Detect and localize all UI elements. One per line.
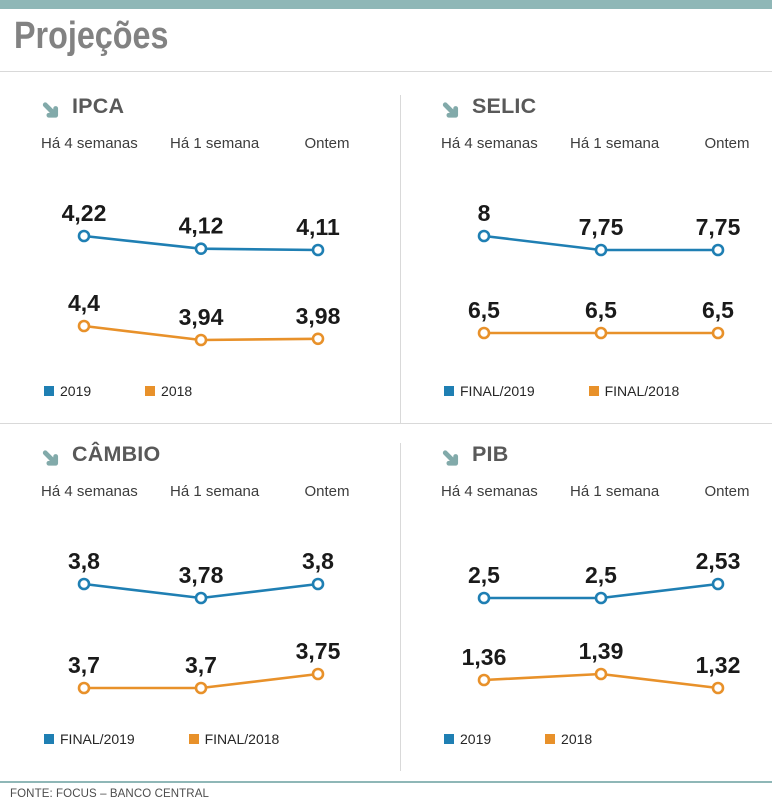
svg-text:6,5: 6,5 — [585, 297, 617, 323]
svg-text:4,22: 4,22 — [62, 200, 107, 226]
svg-text:3,8: 3,8 — [68, 548, 100, 574]
svg-text:1,36: 1,36 — [462, 644, 507, 670]
svg-text:2,5: 2,5 — [585, 562, 617, 588]
svg-text:1,39: 1,39 — [579, 638, 624, 664]
svg-text:4,4: 4,4 — [68, 290, 100, 316]
svg-text:8: 8 — [478, 200, 491, 226]
svg-text:6,5: 6,5 — [702, 297, 734, 323]
svg-text:3,98: 3,98 — [296, 303, 341, 329]
svg-text:4,11: 4,11 — [296, 214, 340, 240]
svg-text:3,75: 3,75 — [296, 638, 341, 664]
svg-text:2,53: 2,53 — [696, 548, 741, 574]
svg-text:3,7: 3,7 — [68, 652, 100, 678]
svg-text:6,5: 6,5 — [468, 297, 500, 323]
svg-text:3,8: 3,8 — [302, 548, 334, 574]
svg-text:7,75: 7,75 — [696, 214, 741, 240]
svg-text:1,32: 1,32 — [696, 652, 741, 678]
svg-text:4,12: 4,12 — [179, 213, 224, 239]
svg-text:3,78: 3,78 — [179, 562, 224, 588]
svg-text:3,94: 3,94 — [179, 304, 224, 330]
svg-text:3,7: 3,7 — [185, 652, 217, 678]
svg-text:7,75: 7,75 — [579, 214, 624, 240]
svg-text:2,5: 2,5 — [468, 562, 500, 588]
